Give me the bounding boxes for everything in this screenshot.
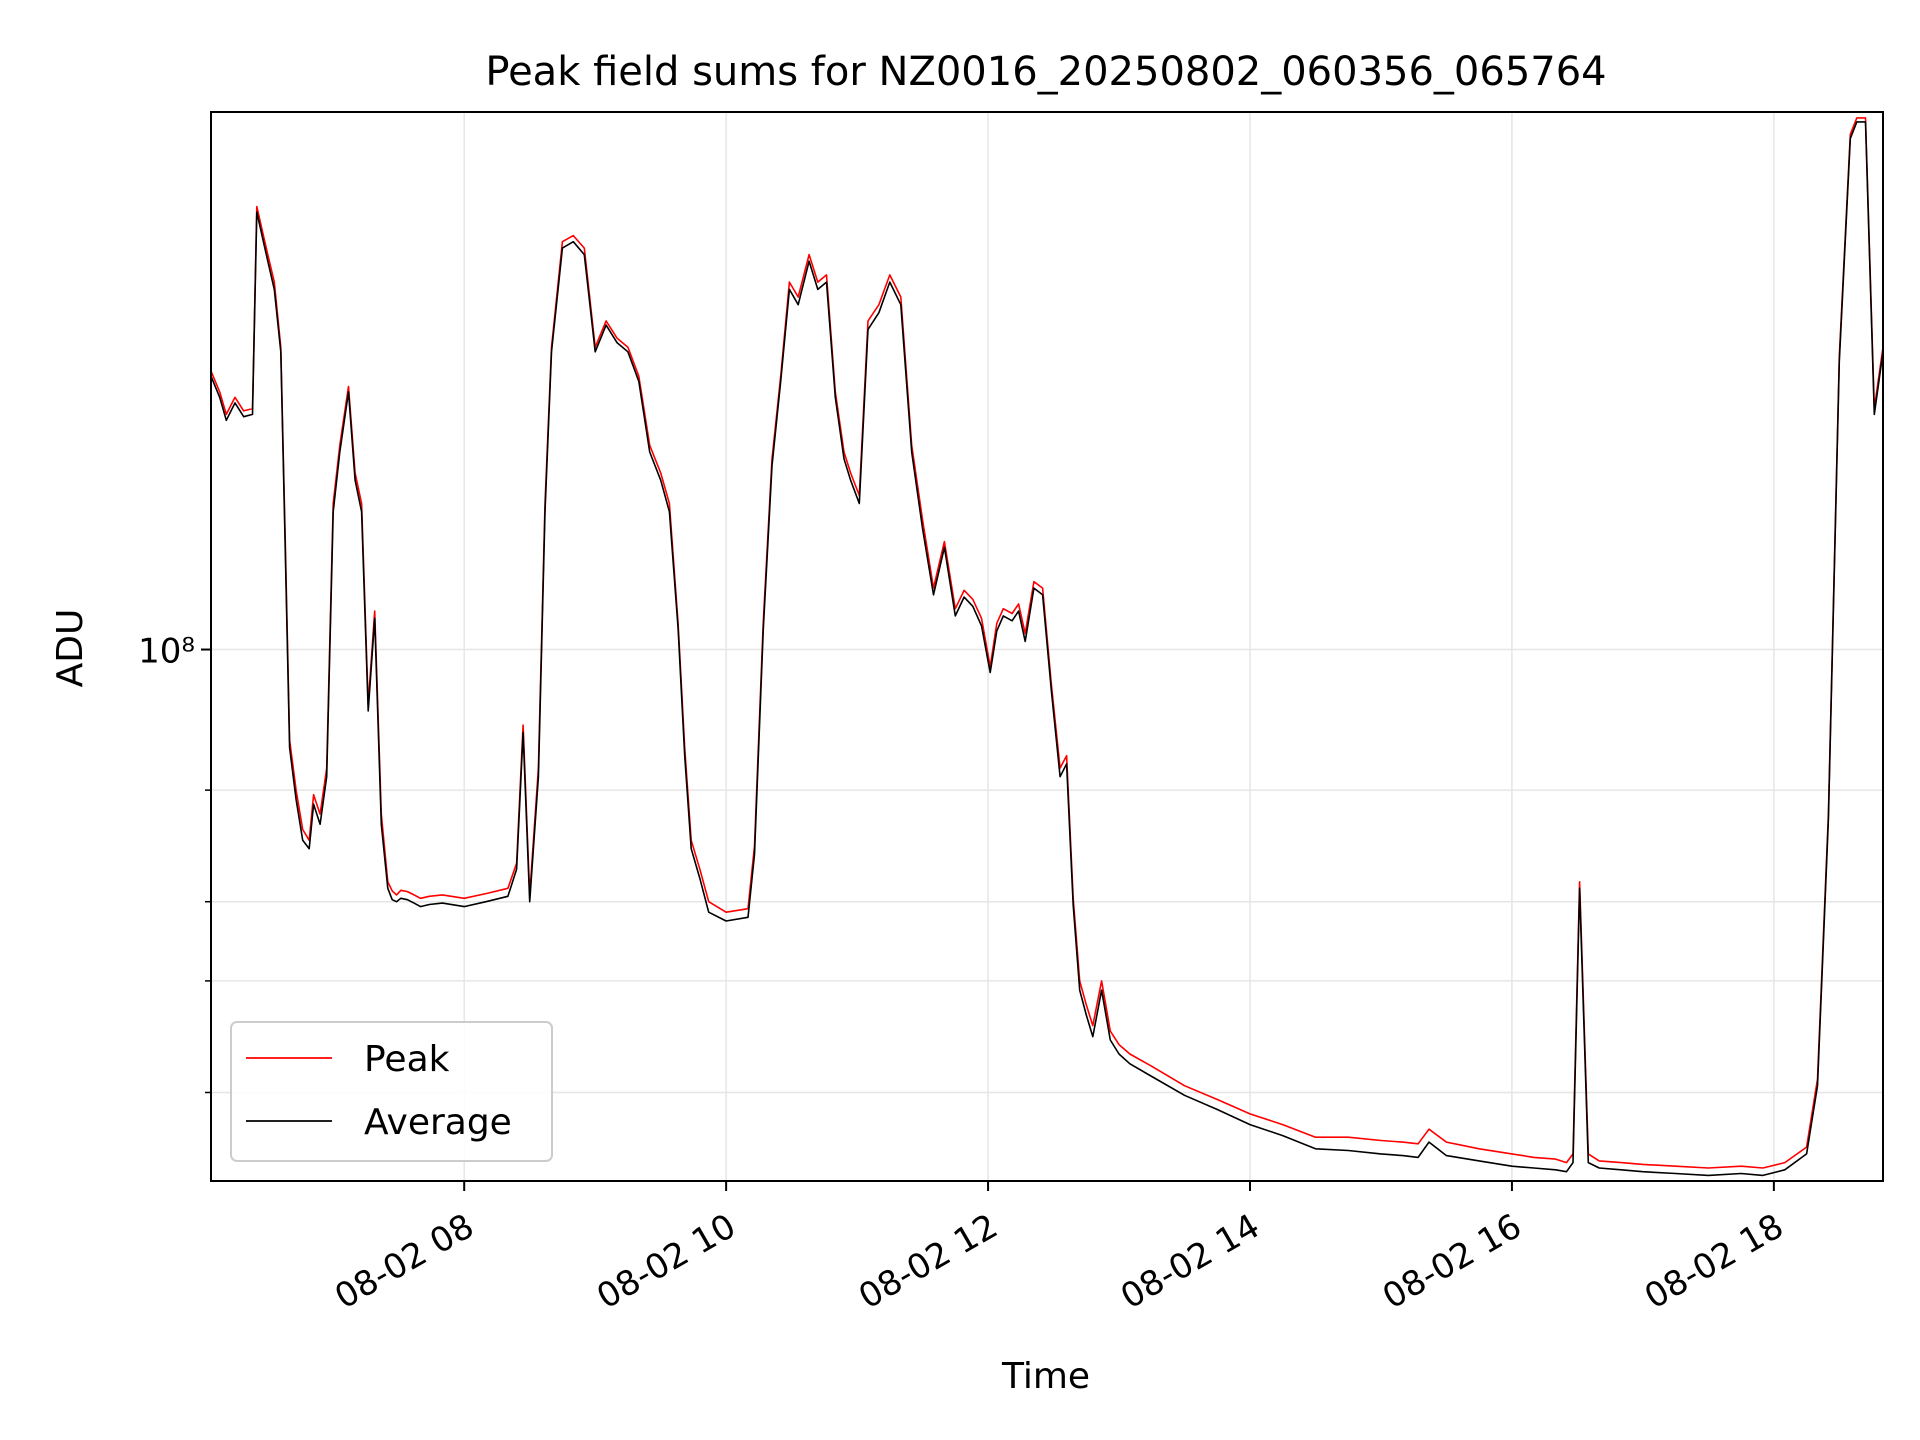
series-layer bbox=[210, 117, 1884, 1177]
legend-box bbox=[230, 1021, 553, 1162]
plot-frame bbox=[210, 111, 1884, 1182]
x-axis-label: Time bbox=[1001, 1356, 1090, 1397]
y-axis: 10⁸ bbox=[138, 632, 211, 1094]
y-tick-label: 10⁸ bbox=[138, 632, 195, 672]
legend-label-average: Average bbox=[364, 1102, 512, 1143]
y-axis-label: ADU bbox=[50, 609, 91, 688]
legend: Peak Average bbox=[230, 1021, 553, 1162]
series-line-average bbox=[210, 121, 1884, 1177]
chart-title: Peak field sums for NZ0016_20250802_0603… bbox=[485, 49, 1606, 95]
legend-label-peak: Peak bbox=[364, 1039, 450, 1080]
